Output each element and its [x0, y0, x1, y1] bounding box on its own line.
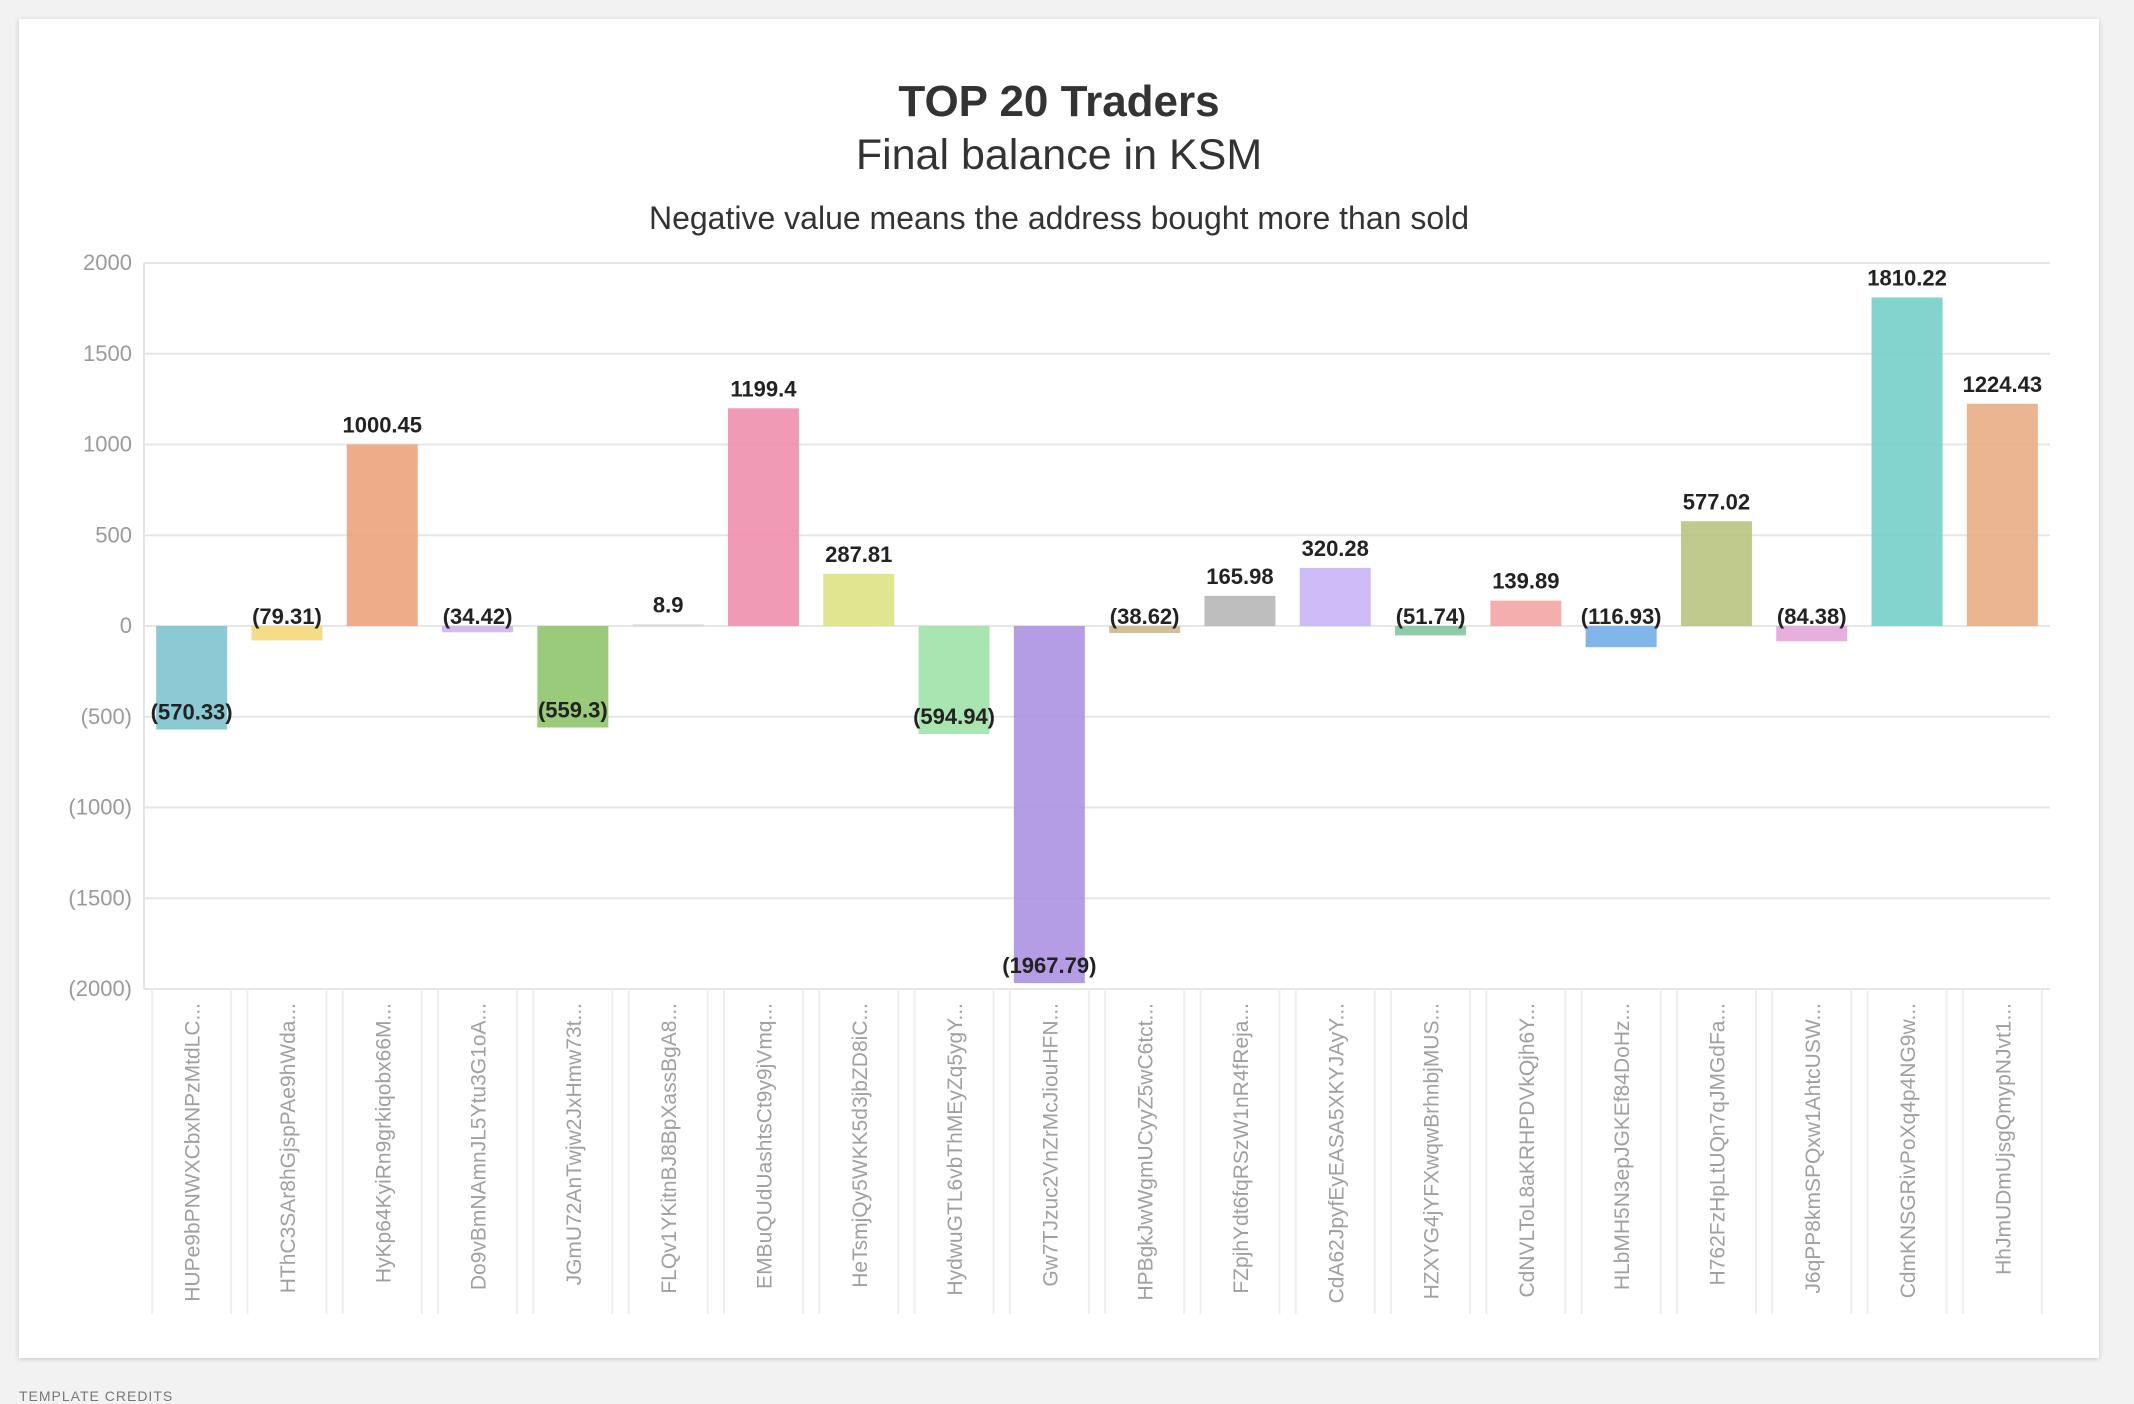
bar — [1109, 626, 1181, 634]
bar — [1490, 600, 1562, 626]
x-tick-label: HLbMH5N3epJGKEf84DoHz... — [1611, 1003, 1634, 1290]
x-tick-label: H762FzHpLtUQn7qJMGdFa... — [1706, 1003, 1729, 1285]
bar — [1204, 595, 1276, 626]
bar-value-label: 165.98 — [1206, 564, 1273, 589]
bar-value-label: (1967.79) — [1002, 953, 1096, 978]
y-tick-label: (1500) — [68, 885, 132, 910]
y-tick-label: 0 — [120, 613, 132, 638]
bar — [156, 626, 228, 730]
bar — [1680, 521, 1752, 626]
y-tick-label: 1500 — [83, 341, 132, 366]
bar — [537, 626, 609, 728]
x-tick-label: HhJmUDmUjsgQmypNJvt1... — [1992, 1003, 2015, 1275]
y-tick-label: 2000 — [83, 250, 132, 275]
bar-value-label: (79.31) — [252, 604, 322, 629]
bar-value-label: (34.42) — [443, 604, 513, 629]
bar-value-label: 287.81 — [825, 542, 892, 567]
bar — [1966, 403, 2038, 626]
bar — [1299, 567, 1371, 626]
bar — [346, 444, 418, 626]
y-tick-label: 500 — [95, 522, 132, 547]
x-tick-label: CdNVLToL8aKRHPDVkQjh6Y... — [1516, 1003, 1539, 1298]
bar-value-label: 1000.45 — [342, 412, 422, 437]
x-tick-label: HPBgkJwWgmUCyyZ5wC6tct... — [1135, 1003, 1158, 1301]
x-tick-label: EMBuQUdUashtsCt9y9jVmq... — [753, 1003, 776, 1289]
bar — [823, 573, 895, 626]
template-credits-link[interactable]: TEMPLATE CREDITS — [19, 1388, 174, 1404]
x-tick-label: HThC3SAr8hGjspPAe9hWda... — [277, 1003, 300, 1293]
bar — [1776, 626, 1848, 642]
y-tick-label: (1000) — [68, 795, 132, 820]
bar-value-label: 1199.4 — [730, 376, 797, 401]
bar-value-label: 8.9 — [653, 592, 684, 617]
bar-value-label: 320.28 — [1302, 536, 1369, 561]
bar — [1013, 626, 1085, 984]
y-tick-label: (2000) — [68, 976, 132, 1001]
bar-value-label: 577.02 — [1683, 489, 1750, 514]
chart-subtitle: Final balance in KSM — [855, 131, 1263, 179]
bar-value-label: 1224.43 — [1963, 372, 2043, 397]
bar-value-label: 139.89 — [1492, 569, 1559, 594]
bar — [442, 626, 514, 633]
x-tick-label: HeTsmjQy5WKK5d3jbZD8iC... — [849, 1003, 872, 1288]
bar — [1585, 626, 1657, 648]
x-tick-label: CdmKNSGRivPoXq4p4NG9w... — [1897, 1003, 1920, 1298]
bar-chart: 2000 1500 1000 500 0 (500) (1000) (1500) (2000) (… — [68, 250, 2050, 1314]
bar — [632, 624, 704, 627]
x-tick-label: Gw7TJzuc2VnZrMcJiouHFN... — [1039, 1003, 1062, 1287]
x-tick-label: JGmU72AnTwjw2JxHmw73t... — [563, 1003, 586, 1285]
y-tick-label: (500) — [81, 704, 132, 729]
bar-value-label: (594.94) — [913, 704, 995, 729]
bar — [1395, 626, 1467, 636]
bar — [251, 626, 323, 641]
x-tick-label: HUPe9bPNWXCbxNPzMtdLC... — [182, 1003, 205, 1302]
bar-value-label: (84.38) — [1777, 604, 1847, 629]
x-tick-label: J6qPP8kmSPQxw1AhtcUSW... — [1802, 1003, 1825, 1294]
y-tick-label: 1000 — [83, 432, 132, 457]
x-tick-label: HyKp64KyiRn9grkiqobx66M... — [372, 1003, 395, 1283]
bar-value-label: 1810.22 — [1867, 265, 1947, 290]
x-tick-label: FZpjhYdt6fqRSzW1nR4fReja... — [1230, 1003, 1253, 1294]
bar-value-label: (559.3) — [538, 698, 608, 723]
bar-value-label: (570.33) — [151, 700, 233, 725]
bar-value-label: (116.93) — [1581, 604, 1662, 629]
bar — [918, 626, 990, 734]
chart-title: TOP 20 Traders — [898, 77, 1220, 126]
bar-value-label: (38.62) — [1110, 604, 1180, 629]
bar — [727, 408, 799, 626]
chart-card: TOP 20 Traders Final balance in KSM Nega… — [19, 19, 2099, 1358]
x-tick-label: HydwuGTL6vbThMEyZq5ygY... — [944, 1003, 967, 1296]
x-tick-label: CdA62JpyfEyEASA5XKYJAyY... — [1325, 1003, 1348, 1303]
bar — [1871, 297, 1943, 626]
x-tick-label: HZXYG4jYFXwqwBrhnbjMUS... — [1421, 1003, 1444, 1299]
chart-note: Negative value means the address bought … — [648, 200, 1470, 236]
x-tick-label: FLQv1YKitnBJ8BpXassBgA8... — [658, 1003, 681, 1294]
bar-value-label: (51.74) — [1396, 604, 1466, 629]
x-tick-label: Do9vBmNAmnJL5Ytu3G1oA... — [468, 1003, 491, 1290]
